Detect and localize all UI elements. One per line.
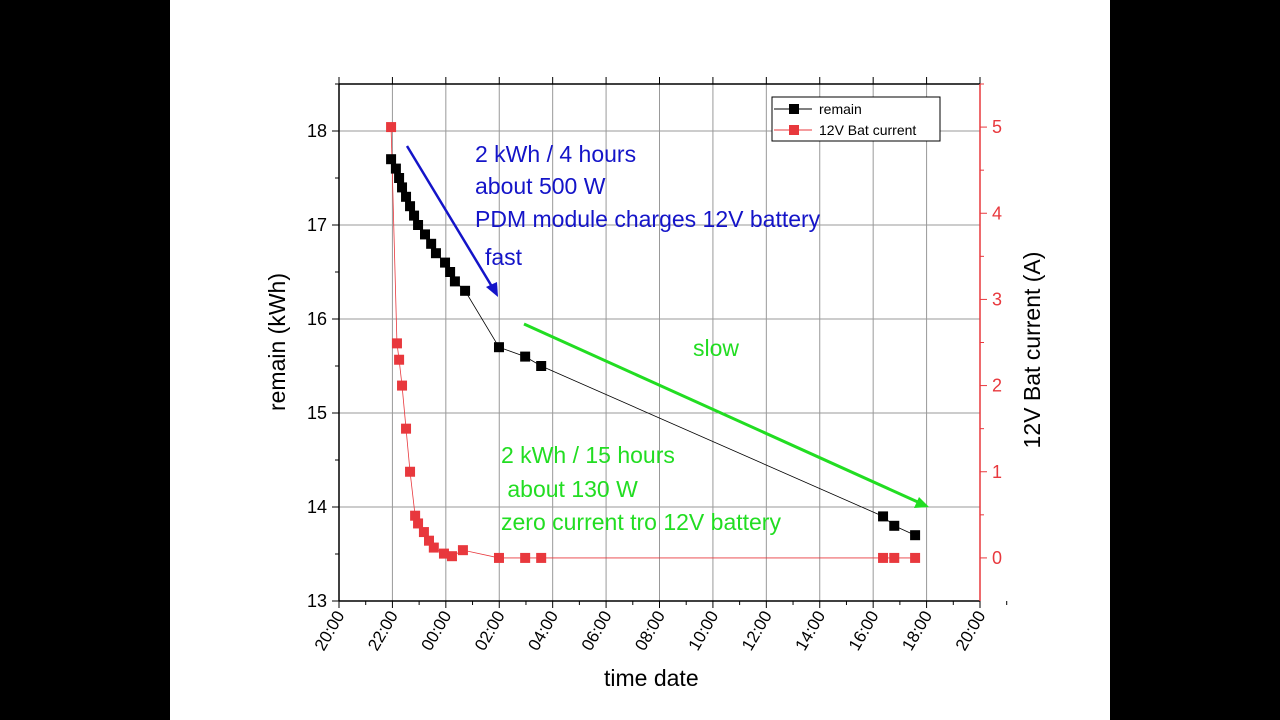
remain-point xyxy=(889,520,900,531)
current-point xyxy=(536,552,547,563)
current-point xyxy=(413,518,424,529)
legend-marker-remain xyxy=(789,104,799,114)
current-point xyxy=(394,354,405,365)
x-tick-label: 02:00 xyxy=(471,608,509,654)
fast-text-1: 2 kWh / 4 hours xyxy=(475,141,636,167)
y-tick-label: 18 xyxy=(307,121,327,141)
y-tick-label: 16 xyxy=(307,309,327,329)
y-tick-label: 14 xyxy=(307,497,327,517)
remain-point xyxy=(536,361,547,371)
y-tick-label: 13 xyxy=(307,591,327,611)
current-point xyxy=(418,527,429,538)
remain-point xyxy=(413,220,424,230)
current-point xyxy=(446,551,457,562)
remain-point xyxy=(394,173,405,183)
x-tick-label: 10:00 xyxy=(685,608,723,654)
remain-point xyxy=(405,201,416,212)
y-axis-title: remain (kWh) xyxy=(264,273,290,411)
current-point xyxy=(401,423,412,434)
remain-point xyxy=(386,154,397,165)
series-line-current xyxy=(390,127,916,559)
x-tick-label: 22:00 xyxy=(364,608,402,654)
remain-point xyxy=(430,248,441,259)
remain-point xyxy=(460,285,471,296)
remain-point xyxy=(409,210,420,221)
y2-tick-label: 3 xyxy=(992,289,1002,309)
remain-point xyxy=(445,267,456,277)
remain-point xyxy=(440,257,451,268)
y-tick-label: 17 xyxy=(307,215,327,235)
current-point xyxy=(391,338,402,349)
current-point xyxy=(889,552,900,563)
x-tick-label: 04:00 xyxy=(524,608,562,654)
current-point xyxy=(428,542,439,553)
current-point xyxy=(424,535,435,546)
remain-point xyxy=(520,351,531,362)
current-point xyxy=(397,380,408,391)
x-tick-label: 20:00 xyxy=(311,608,349,654)
y2-tick-label: 1 xyxy=(992,462,1002,482)
fast-arrowhead xyxy=(486,282,498,297)
legend-label-remain: remain xyxy=(819,101,862,117)
current-point xyxy=(410,510,421,521)
slow-arrowhead xyxy=(914,497,929,508)
current-point xyxy=(457,545,468,556)
current-point xyxy=(386,122,397,133)
x-tick-label: 12:00 xyxy=(738,608,776,654)
y2-tick-label: 4 xyxy=(992,203,1002,223)
remain-point xyxy=(390,163,401,174)
legend: remain 12V Bat current xyxy=(771,96,941,142)
x-tick-label: 16:00 xyxy=(845,608,883,654)
remain-point xyxy=(449,276,460,287)
slow-text-2: about 130 W xyxy=(501,476,638,502)
slide: 20:00 22:00 00:00 02:00 04:00 06:00 08:00 10:00… xyxy=(170,0,1110,720)
remain-point xyxy=(420,229,431,240)
fast-label: fast xyxy=(485,244,523,270)
y-tick-label: 15 xyxy=(307,403,327,423)
x-tick-label: 18:00 xyxy=(898,608,936,654)
slow-text-3: zero current tro 12V battery xyxy=(501,509,781,535)
x-tick-label: 14:00 xyxy=(791,608,829,654)
current-point xyxy=(405,466,416,477)
remain-point xyxy=(401,191,412,202)
remain-point xyxy=(878,511,889,522)
legend-label-current: 12V Bat current xyxy=(819,122,916,138)
remain-point xyxy=(426,238,437,249)
remain-point xyxy=(493,342,504,353)
remain-point xyxy=(910,530,921,541)
x-tick-label: 08:00 xyxy=(631,608,669,654)
x-tick-label: 00:00 xyxy=(418,608,456,654)
y2-tick-label: 2 xyxy=(992,376,1002,396)
current-point xyxy=(520,552,531,563)
x-tick-label: 06:00 xyxy=(578,608,616,654)
slow-arrow xyxy=(523,322,921,505)
fast-text-3: PDM module charges 12V battery xyxy=(475,206,821,232)
slow-label: slow xyxy=(693,335,739,361)
fast-arrow xyxy=(405,145,496,291)
current-point xyxy=(493,552,504,563)
y2-axis-title: 12V Bat current (A) xyxy=(1019,252,1045,449)
fast-text-2: about 500 W xyxy=(475,173,606,199)
current-point xyxy=(878,552,889,563)
current-point xyxy=(438,548,449,559)
dual-axis-chart: 20:00 22:00 00:00 02:00 04:00 06:00 08:00 10:00… xyxy=(264,77,1045,691)
remain-point xyxy=(397,182,408,193)
x-tick-label: 20:00 xyxy=(952,608,990,654)
slow-text-1: 2 kWh / 15 hours xyxy=(501,442,675,468)
y2-tick-label: 0 xyxy=(992,548,1002,568)
current-point xyxy=(910,552,921,563)
x-axis-title: time date xyxy=(604,665,699,691)
y2-tick-label: 5 xyxy=(992,117,1002,137)
legend-marker-current xyxy=(789,125,799,135)
